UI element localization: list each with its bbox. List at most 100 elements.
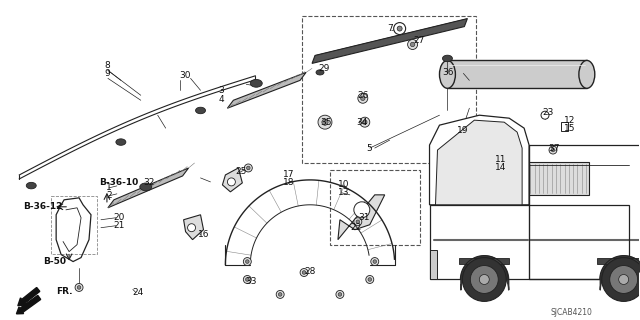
Circle shape [244, 164, 252, 172]
Text: 4: 4 [218, 95, 224, 104]
Bar [529, 145, 640, 279]
Bar [429, 250, 438, 279]
Text: 7: 7 [388, 24, 394, 33]
Text: 28: 28 [304, 267, 316, 276]
FancyArrow shape [17, 295, 41, 314]
Text: 14: 14 [495, 164, 507, 172]
Circle shape [278, 292, 282, 296]
Text: 16: 16 [198, 230, 209, 239]
Circle shape [602, 258, 640, 301]
Circle shape [408, 40, 417, 50]
Circle shape [363, 120, 367, 124]
Text: 29: 29 [318, 64, 330, 73]
Text: 1: 1 [106, 183, 112, 192]
Ellipse shape [442, 55, 452, 62]
Text: 37: 37 [548, 144, 559, 153]
Text: 24: 24 [133, 288, 144, 297]
Circle shape [318, 115, 332, 129]
Bar [429, 205, 628, 279]
Text: 32: 32 [144, 179, 155, 188]
Text: 36: 36 [442, 68, 454, 77]
Circle shape [338, 292, 342, 296]
Text: 13: 13 [338, 188, 349, 197]
Text: 31: 31 [358, 213, 369, 222]
Circle shape [243, 276, 252, 284]
Text: B-50: B-50 [44, 257, 66, 266]
Ellipse shape [116, 139, 126, 145]
Circle shape [371, 258, 379, 266]
Circle shape [470, 266, 498, 293]
Text: 34: 34 [356, 118, 367, 127]
Text: 3: 3 [218, 86, 224, 95]
Circle shape [619, 275, 628, 284]
Text: 25: 25 [236, 167, 247, 176]
Polygon shape [223, 168, 243, 192]
Text: 10: 10 [338, 180, 349, 189]
Text: B-36-12: B-36-12 [23, 202, 63, 211]
Bar [493, 162, 589, 195]
Bar [561, 122, 568, 131]
Ellipse shape [579, 60, 595, 88]
Circle shape [300, 268, 308, 276]
Circle shape [188, 224, 196, 232]
Ellipse shape [440, 60, 456, 88]
Polygon shape [312, 19, 467, 63]
Text: 23: 23 [542, 108, 554, 117]
Bar [302, 16, 476, 163]
Circle shape [276, 291, 284, 298]
Circle shape [373, 260, 376, 263]
Polygon shape [596, 258, 640, 264]
Circle shape [610, 266, 637, 293]
Text: 30: 30 [180, 71, 191, 80]
Polygon shape [435, 120, 522, 205]
Circle shape [397, 26, 402, 31]
Circle shape [243, 258, 252, 266]
Text: 12: 12 [564, 116, 575, 125]
Text: 33: 33 [245, 277, 257, 286]
Text: B-36-10: B-36-10 [99, 179, 138, 188]
Bar [447, 60, 587, 88]
Text: SJCAB4210: SJCAB4210 [551, 308, 593, 317]
Text: 17: 17 [283, 171, 294, 180]
Circle shape [75, 284, 83, 292]
Circle shape [360, 96, 365, 100]
Ellipse shape [250, 79, 262, 87]
Circle shape [551, 148, 555, 152]
Text: 19: 19 [458, 126, 469, 135]
Circle shape [358, 93, 368, 103]
Polygon shape [108, 168, 189, 208]
Circle shape [356, 220, 360, 224]
Polygon shape [338, 195, 385, 240]
Bar [51, 196, 97, 253]
Circle shape [360, 117, 370, 127]
Circle shape [322, 119, 328, 125]
Text: 5: 5 [366, 144, 372, 153]
Circle shape [368, 278, 372, 281]
Ellipse shape [140, 183, 152, 191]
Circle shape [394, 23, 406, 35]
Text: 27: 27 [413, 36, 425, 45]
Text: 9: 9 [104, 69, 109, 78]
Circle shape [549, 146, 557, 154]
Circle shape [541, 111, 549, 119]
Polygon shape [429, 115, 529, 205]
Text: 18: 18 [283, 179, 294, 188]
Circle shape [227, 178, 236, 186]
Text: 20: 20 [113, 213, 124, 222]
Circle shape [302, 271, 306, 274]
Bar [330, 170, 420, 244]
Circle shape [354, 202, 370, 218]
Text: 35: 35 [320, 118, 332, 127]
Text: 8: 8 [104, 61, 109, 70]
Text: 11: 11 [495, 156, 507, 164]
Circle shape [336, 291, 344, 298]
Circle shape [366, 276, 374, 284]
Text: 2: 2 [106, 191, 111, 200]
Polygon shape [227, 72, 306, 108]
Circle shape [410, 42, 415, 47]
Circle shape [77, 286, 81, 289]
Text: 15: 15 [564, 124, 575, 132]
Circle shape [246, 166, 250, 170]
Circle shape [246, 260, 249, 263]
Text: 22: 22 [350, 223, 361, 232]
